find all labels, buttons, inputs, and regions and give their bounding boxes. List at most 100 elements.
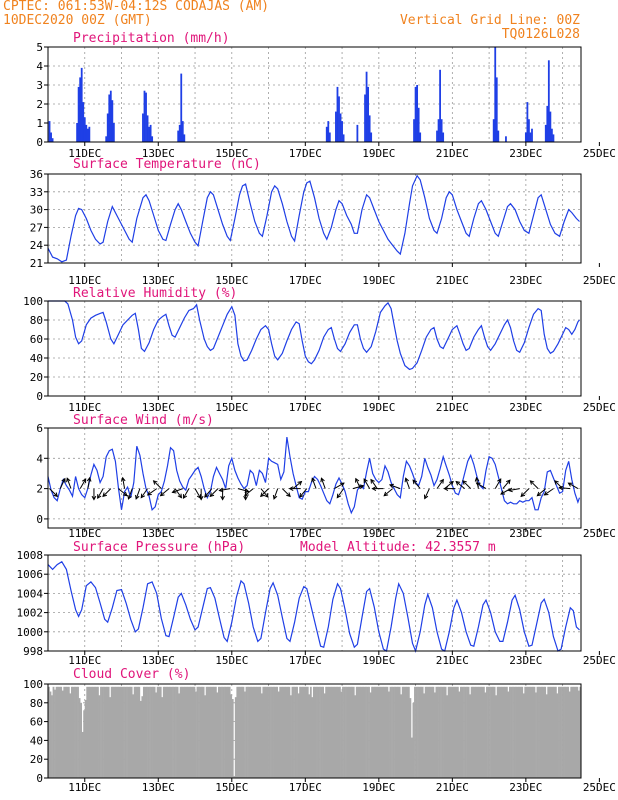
temperature-xtick-label: 19DEC — [362, 274, 395, 287]
humidity-ytick-label: 100 — [23, 295, 43, 308]
wind-arrow-head — [297, 480, 303, 486]
cloud-bar — [547, 686, 550, 778]
cloud-bar — [502, 686, 505, 778]
wind-arrow-head — [272, 494, 278, 500]
cloud-bar — [395, 686, 398, 778]
wind-arrow-head — [244, 491, 249, 497]
precip-bar — [142, 113, 144, 142]
wind-arrow — [146, 488, 158, 496]
wind-arrow — [171, 488, 183, 494]
cloud-bar — [498, 686, 501, 778]
wind-xtick-label: 25DEC — [583, 527, 616, 540]
cloud-bar — [565, 686, 568, 778]
cloud-bar — [277, 691, 280, 778]
precip-bar — [497, 130, 500, 142]
wind-arrow-shaft — [66, 478, 72, 489]
cloud-bar — [92, 686, 95, 778]
wind-xtick-label: 19DEC — [362, 527, 395, 540]
panels: 0 1 2 3 4 5 11DEC 13DEC 15DEC 17DEC 19DEC 21DEC 23DE… — [17, 31, 616, 794]
cloud-bar — [155, 692, 158, 778]
wind-arrow-shaft — [389, 484, 401, 490]
wind-arrow-head — [443, 486, 449, 491]
temperature-xtick-label: 11DEC — [68, 274, 101, 287]
wind-arrow-shaft — [153, 480, 162, 489]
cloud-bar — [452, 686, 455, 778]
precip-bar — [328, 132, 331, 142]
cloud-bar — [260, 693, 263, 778]
wind-arrow-head — [336, 493, 342, 499]
wind-arrow-head — [423, 494, 429, 500]
cloud-bar — [231, 699, 234, 778]
cloud-bar — [282, 686, 285, 778]
cloud-bar — [386, 686, 389, 778]
precip-bar — [442, 132, 445, 142]
cloud-bar — [372, 686, 375, 778]
precip-bar — [529, 132, 532, 142]
cloud-bar — [363, 686, 366, 778]
cloud-bar — [467, 686, 470, 778]
cloud-bar — [129, 686, 132, 778]
precip-bar — [367, 86, 370, 142]
wind-arrow-head — [204, 493, 209, 498]
cloud-bar — [314, 686, 317, 778]
cloud-bar — [110, 686, 113, 778]
precip-bar — [106, 113, 109, 142]
humidity-xtick-label: 23DEC — [509, 401, 542, 414]
cloud-bar — [473, 686, 476, 778]
wind-arrow-head — [91, 495, 97, 501]
wind-arrow-shaft — [182, 488, 190, 499]
cloud-bar — [191, 686, 194, 778]
cloud-bar — [116, 686, 119, 778]
cloud-bar — [289, 695, 292, 778]
cloud-bar — [332, 686, 335, 778]
wind-arrow — [543, 488, 554, 496]
precipitation-title: Precipitation (mm/h) — [73, 31, 230, 46]
cloud-bar — [312, 686, 315, 778]
cloud-bar — [533, 686, 536, 778]
wind-arrow — [91, 488, 97, 501]
wind-arrow — [462, 480, 472, 489]
wind-arrow-head — [135, 494, 140, 500]
cloud-bar — [407, 686, 410, 778]
cloud-bar — [415, 686, 418, 778]
cloud-bar — [67, 686, 70, 778]
wind-arrow-shaft — [370, 479, 378, 489]
cloud-bar — [86, 686, 89, 778]
wind-arrow-head — [171, 489, 177, 494]
cloud-bar — [539, 686, 542, 778]
precip-bar — [547, 60, 550, 142]
wind-frame — [47, 427, 582, 529]
humidity-xtick-label: 11DEC — [68, 401, 101, 414]
cloud-bar — [57, 686, 60, 778]
precip-bar — [342, 134, 345, 142]
precip-bar — [494, 47, 497, 142]
wind-arrow — [320, 477, 326, 489]
cloud-bar — [535, 692, 537, 778]
precip-bar — [76, 123, 79, 142]
cloud-bar — [305, 686, 308, 778]
cloud-bar — [286, 686, 289, 778]
cloud-bar — [306, 686, 309, 778]
wind-arrow-head — [146, 491, 152, 496]
cloud-bar — [339, 686, 341, 778]
cloud-bar — [48, 686, 50, 778]
cloud-bar — [146, 686, 148, 778]
cloud-bar — [299, 686, 302, 778]
wind-arrow — [118, 488, 128, 497]
wind-arrow-head — [567, 482, 573, 487]
cloud-bar — [365, 686, 367, 778]
pressure-ytick-label: 1004 — [17, 587, 44, 600]
cloud-bar — [138, 686, 141, 778]
wind-arrow-head — [370, 478, 375, 484]
cloud-bar — [516, 686, 519, 778]
cloud-bar — [551, 686, 554, 778]
cloud-bar — [453, 686, 456, 778]
cloud-bar — [262, 686, 265, 778]
wind-arrow-shaft — [97, 488, 104, 499]
cloud-bar — [561, 686, 563, 778]
cloud-bar — [133, 686, 136, 778]
cloud-bar — [389, 686, 392, 778]
cloud-bar — [335, 686, 338, 778]
cloud-bar — [54, 689, 56, 778]
humidity-xtick-label: 17DEC — [289, 401, 322, 414]
